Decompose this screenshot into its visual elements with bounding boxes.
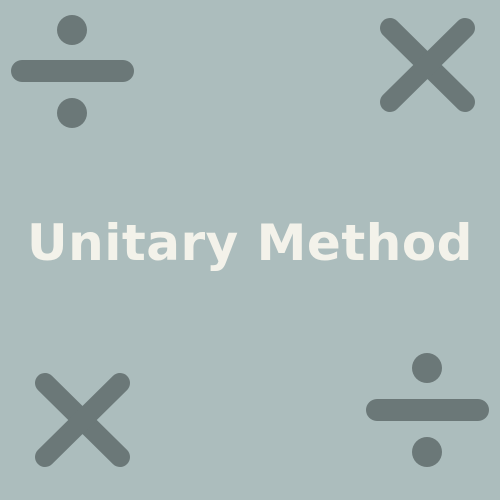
multiplication-stroke-2	[380, 18, 475, 112]
division-icon	[366, 353, 489, 467]
division-dot-top	[57, 15, 87, 45]
multiplication-stroke-2	[35, 373, 130, 467]
division-dot-bottom	[412, 437, 442, 467]
page-title: Unitary Method	[27, 214, 473, 272]
multiplication-icon	[35, 373, 130, 467]
division-dot-bottom	[57, 98, 87, 128]
division-icon	[11, 15, 134, 128]
division-dot-top	[412, 353, 442, 383]
multiplication-icon	[380, 18, 475, 112]
